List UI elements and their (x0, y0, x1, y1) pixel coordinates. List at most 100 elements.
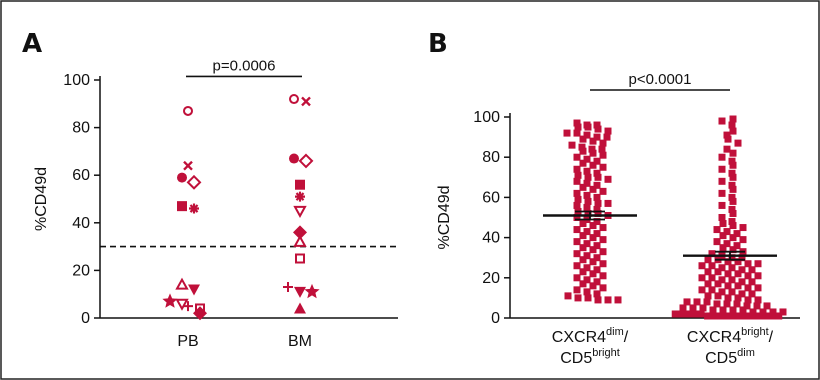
panel-b-label: B (428, 29, 448, 59)
data-point (689, 304, 697, 312)
data-point (603, 133, 611, 141)
data-point (729, 222, 737, 230)
data-point (598, 145, 606, 153)
panel-b-category-label: CD5bright (560, 347, 620, 367)
data-point (733, 230, 741, 238)
data-point (579, 268, 587, 276)
data-point (177, 172, 187, 183)
data-point (583, 121, 591, 129)
data-point (594, 173, 602, 181)
data-point (748, 278, 756, 286)
data-point (723, 312, 731, 320)
panel-a-label: A (22, 29, 42, 59)
data-point (588, 145, 596, 153)
data-point (584, 294, 592, 302)
data-point (589, 270, 597, 278)
data-point (579, 256, 587, 264)
category-label-main: CXCR4 (687, 329, 741, 346)
data-point (579, 183, 587, 191)
data-point (729, 312, 737, 320)
panel-b-y-tick-label: 80 (482, 149, 500, 166)
data-point (754, 296, 762, 304)
data-point (734, 139, 742, 147)
data-point (301, 96, 311, 107)
data-point (583, 155, 591, 163)
data-point (744, 260, 752, 268)
data-point (734, 258, 742, 266)
data-point (729, 306, 737, 314)
data-point (697, 310, 705, 318)
data-point (573, 286, 581, 294)
data-point (579, 135, 587, 143)
data-point (604, 199, 612, 207)
data-point (724, 270, 732, 278)
data-point (594, 199, 602, 207)
data-point (599, 151, 607, 159)
data-point (563, 129, 571, 137)
data-point (573, 201, 581, 209)
data-point (564, 292, 572, 300)
data-point (724, 294, 732, 302)
data-point (728, 193, 736, 201)
data-point (718, 189, 726, 197)
panel-a-y-tick-label: 40 (72, 215, 90, 232)
data-point (604, 127, 612, 135)
data-point (698, 274, 706, 282)
data-point (294, 302, 306, 314)
data-point (578, 143, 586, 151)
panel-b-y-axis-title: %CD49d (436, 185, 453, 249)
panel-b-y-tick-label: 40 (482, 230, 500, 247)
data-point (599, 272, 607, 280)
data-point (719, 306, 727, 314)
data-point (728, 218, 736, 226)
data-point (599, 163, 607, 171)
data-point (736, 312, 744, 320)
data-point (289, 94, 299, 105)
data-point (734, 282, 742, 290)
panel-b-y-tick-label: 20 (482, 270, 500, 287)
data-point (589, 185, 597, 193)
data-point (717, 312, 725, 320)
data-point (177, 201, 187, 212)
data-point (728, 205, 736, 213)
data-point (589, 258, 597, 266)
data-point (709, 306, 717, 314)
data-point (593, 169, 601, 177)
data-point (704, 280, 712, 288)
data-point (718, 214, 726, 221)
data-point (698, 262, 706, 270)
data-point (583, 288, 591, 296)
data-point (738, 254, 746, 262)
data-point (739, 306, 747, 314)
data-point (671, 310, 679, 318)
panel-a-y-tick-label: 20 (72, 262, 90, 279)
data-point (188, 284, 200, 296)
data-point (733, 300, 741, 308)
data-point (728, 169, 736, 177)
panel-a-y-tick-label: 100 (63, 72, 90, 89)
category-label-superscript: bright (741, 326, 769, 338)
panel-b-significance-label: p<0.0001 (629, 71, 692, 88)
data-point (574, 294, 582, 302)
panel-b-y-tick-label: 60 (482, 189, 500, 206)
category-label-superscript: dim (737, 347, 755, 359)
data-point (738, 278, 746, 286)
panel-a-y-tick-label: 60 (72, 167, 90, 184)
data-point (573, 177, 581, 185)
data-point (723, 300, 731, 308)
data-point (699, 304, 707, 312)
data-point (755, 312, 763, 320)
data-point (718, 165, 726, 173)
data-point (594, 209, 602, 217)
data-point (589, 234, 597, 242)
data-point (762, 312, 770, 320)
data-point (769, 308, 777, 316)
data-point (186, 174, 202, 190)
data-point (593, 157, 601, 165)
data-point (704, 292, 712, 300)
data-point (728, 254, 736, 262)
data-point (183, 105, 193, 116)
data-point (763, 302, 771, 310)
data-point (738, 266, 746, 274)
